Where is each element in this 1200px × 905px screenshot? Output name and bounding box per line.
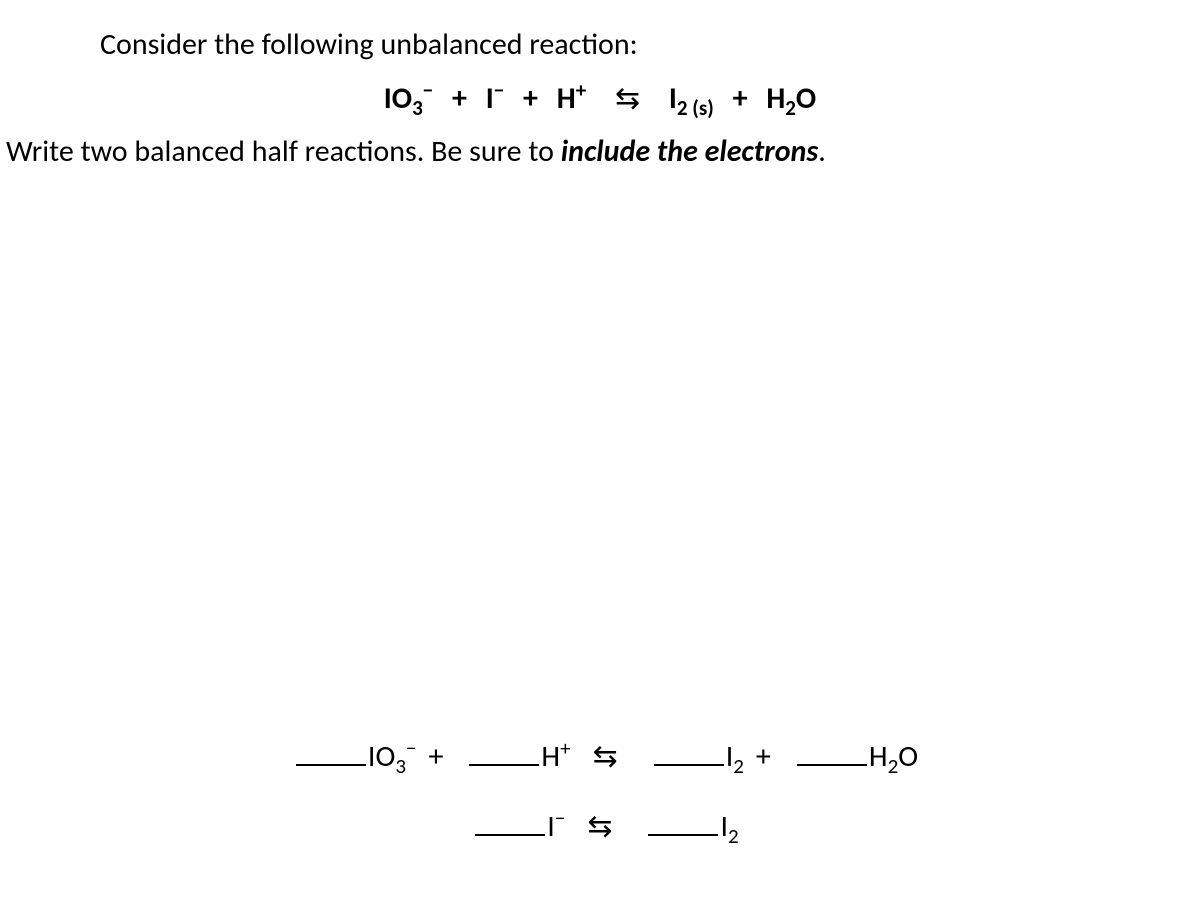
species-h2o: H2O bbox=[766, 80, 816, 117]
species-h2o: H2O bbox=[869, 738, 918, 775]
coefficient-blank[interactable] bbox=[648, 801, 718, 836]
prompt-line-1: Consider the following unbalanced reacti… bbox=[100, 24, 1200, 66]
species-i2: I2 bbox=[720, 808, 738, 845]
half-reactions-area: IO3− + H+ ⇆ I2 + H2O I− ⇆ I2 bbox=[0, 705, 1200, 845]
species-h-plus: H+ bbox=[557, 80, 586, 117]
equilibrium-arrow-icon: ⇆ bbox=[593, 739, 618, 774]
species-i-minus: I− bbox=[547, 808, 565, 845]
plus-sign: + bbox=[452, 80, 467, 117]
species-i2: I2 bbox=[726, 738, 744, 775]
plus-sign: + bbox=[428, 738, 443, 775]
coefficient-blank[interactable] bbox=[296, 731, 366, 766]
equilibrium-arrow-icon: ⇆ bbox=[615, 81, 640, 116]
coefficient-blank[interactable] bbox=[654, 731, 724, 766]
plus-sign: + bbox=[756, 738, 771, 775]
prompt2-emphasis: include the electrons bbox=[561, 133, 818, 170]
species-i-minus: I− bbox=[486, 80, 504, 117]
coefficient-blank[interactable] bbox=[469, 731, 539, 766]
species-io3: IO3− bbox=[384, 80, 433, 117]
prompt2-suffix: . bbox=[818, 133, 826, 170]
coefficient-blank[interactable] bbox=[475, 801, 545, 836]
species-io3: IO3− bbox=[368, 738, 417, 775]
half-reaction-1: IO3− + H+ ⇆ I2 + H2O bbox=[0, 731, 1200, 775]
plus-sign: + bbox=[733, 80, 748, 117]
equilibrium-arrow-icon: ⇆ bbox=[587, 809, 612, 844]
coefficient-blank[interactable] bbox=[797, 731, 867, 766]
species-i2: I2 (s) bbox=[669, 80, 714, 117]
prompt2-prefix: Write two balanced half reactions. Be su… bbox=[6, 133, 561, 170]
species-h-plus: H+ bbox=[541, 738, 570, 775]
plus-sign: + bbox=[523, 80, 538, 117]
prompt-line-2: Write two balanced half reactions. Be su… bbox=[6, 131, 1200, 173]
half-reaction-2: I− ⇆ I2 bbox=[0, 801, 1200, 845]
main-equation: IO3− + I− + H+ ⇆ I2 (s) + H2O bbox=[0, 80, 1200, 117]
